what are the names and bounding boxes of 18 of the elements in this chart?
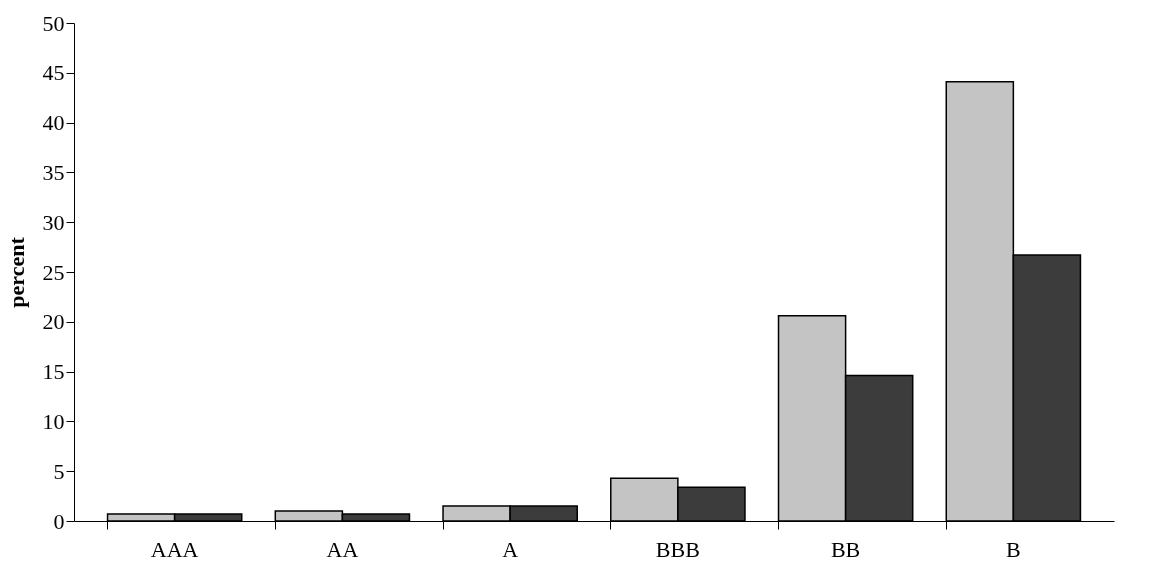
x-tick-label: BB [830, 536, 861, 562]
y-tick-label: 15 [42, 359, 65, 385]
x-tick-label: A [502, 536, 519, 562]
y-tick-label: 40 [42, 110, 65, 136]
y-tick-label: 50 [42, 10, 65, 36]
x-tick-label: B [1006, 536, 1021, 562]
y-tick-label: 20 [42, 309, 65, 335]
y-tick-label: 35 [42, 159, 65, 185]
x-tick-label: AA [326, 536, 359, 562]
x-tick-label: BBB [655, 536, 700, 562]
y-tick-label: 30 [42, 209, 65, 235]
x-tick-label: AAA [150, 536, 199, 562]
y-tick-label: 45 [42, 60, 65, 86]
y-tick-label: 0 [53, 508, 65, 534]
y-tick-label: 5 [53, 458, 65, 484]
y-tick-label: 25 [42, 259, 65, 285]
y-axis-title: percent [3, 236, 29, 308]
y-tick-label: 10 [42, 408, 65, 434]
